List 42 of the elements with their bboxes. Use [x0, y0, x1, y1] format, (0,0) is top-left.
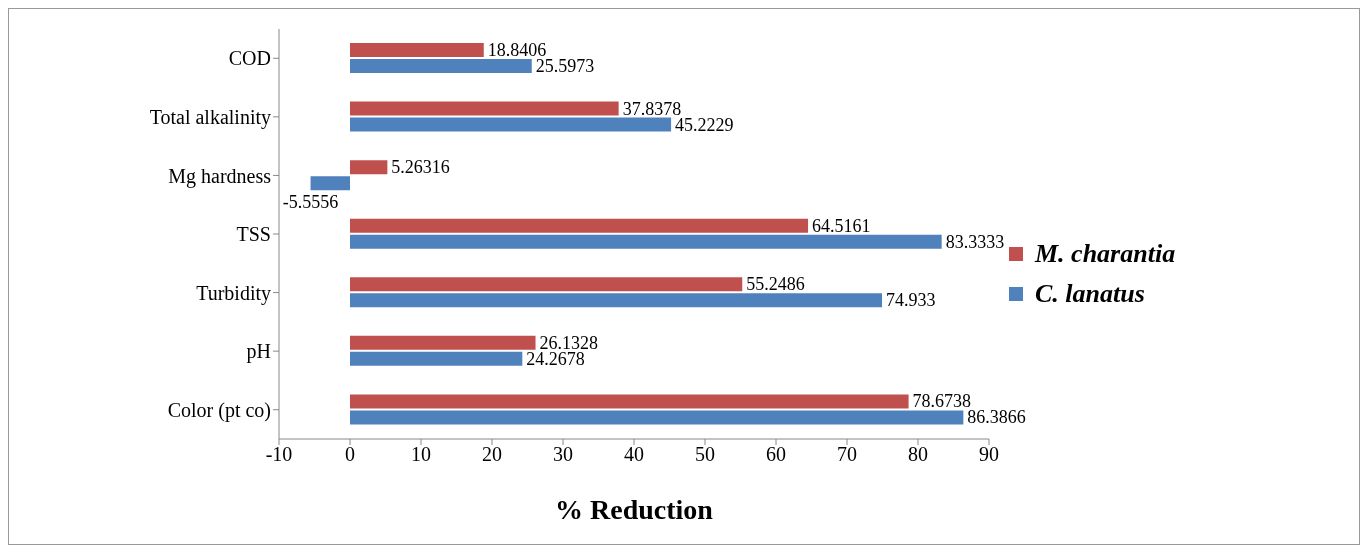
bar	[350, 335, 536, 350]
bar	[350, 410, 964, 425]
bar	[350, 59, 532, 73]
bar	[350, 234, 942, 249]
data-label: 83.3333	[945, 231, 1005, 252]
data-label: 55.2486	[746, 274, 805, 295]
y-tick-label: Total alkalinity	[149, 105, 271, 129]
x-tick-label: 90	[979, 443, 999, 466]
data-label: 74.933	[886, 290, 936, 311]
legend-label: C. lanatus	[1035, 279, 1145, 309]
y-tick-label: Turbidity	[196, 281, 271, 305]
x-tick-label: 40	[624, 443, 644, 466]
bar	[350, 43, 484, 57]
legend-label: M. charantia	[1035, 239, 1176, 269]
x-tick-label: 50	[695, 443, 715, 466]
x-tick-label: -10	[265, 443, 293, 466]
y-tick-label: Color (pt co)	[167, 398, 271, 422]
bar	[350, 277, 743, 292]
bar	[350, 293, 883, 308]
bar	[350, 218, 809, 233]
bar	[350, 351, 523, 366]
bar	[310, 176, 350, 191]
bar	[350, 101, 619, 116]
x-tick-label: 70	[837, 443, 857, 466]
data-label: 86.3866	[967, 407, 1026, 428]
bar	[350, 394, 909, 409]
data-label: 64.5161	[812, 215, 871, 236]
x-axis-title: % Reduction	[555, 494, 714, 525]
x-tick-label: 20	[482, 443, 502, 466]
x-tick-label: 0	[345, 443, 355, 466]
y-tick-label: TSS	[236, 223, 271, 246]
y-tick-label: pH	[246, 340, 271, 364]
x-tick-label: 10	[411, 443, 431, 466]
bar	[350, 117, 672, 132]
x-tick-label: 60	[766, 443, 786, 466]
bar	[350, 160, 388, 175]
x-tick-label: 80	[908, 443, 928, 466]
y-tick-label: Mg hardness	[168, 164, 272, 188]
data-label: 5.26316	[391, 157, 450, 178]
y-tick-label: COD	[228, 47, 271, 70]
x-tick-label: 30	[553, 443, 573, 466]
data-label: -5.5556	[282, 192, 339, 213]
